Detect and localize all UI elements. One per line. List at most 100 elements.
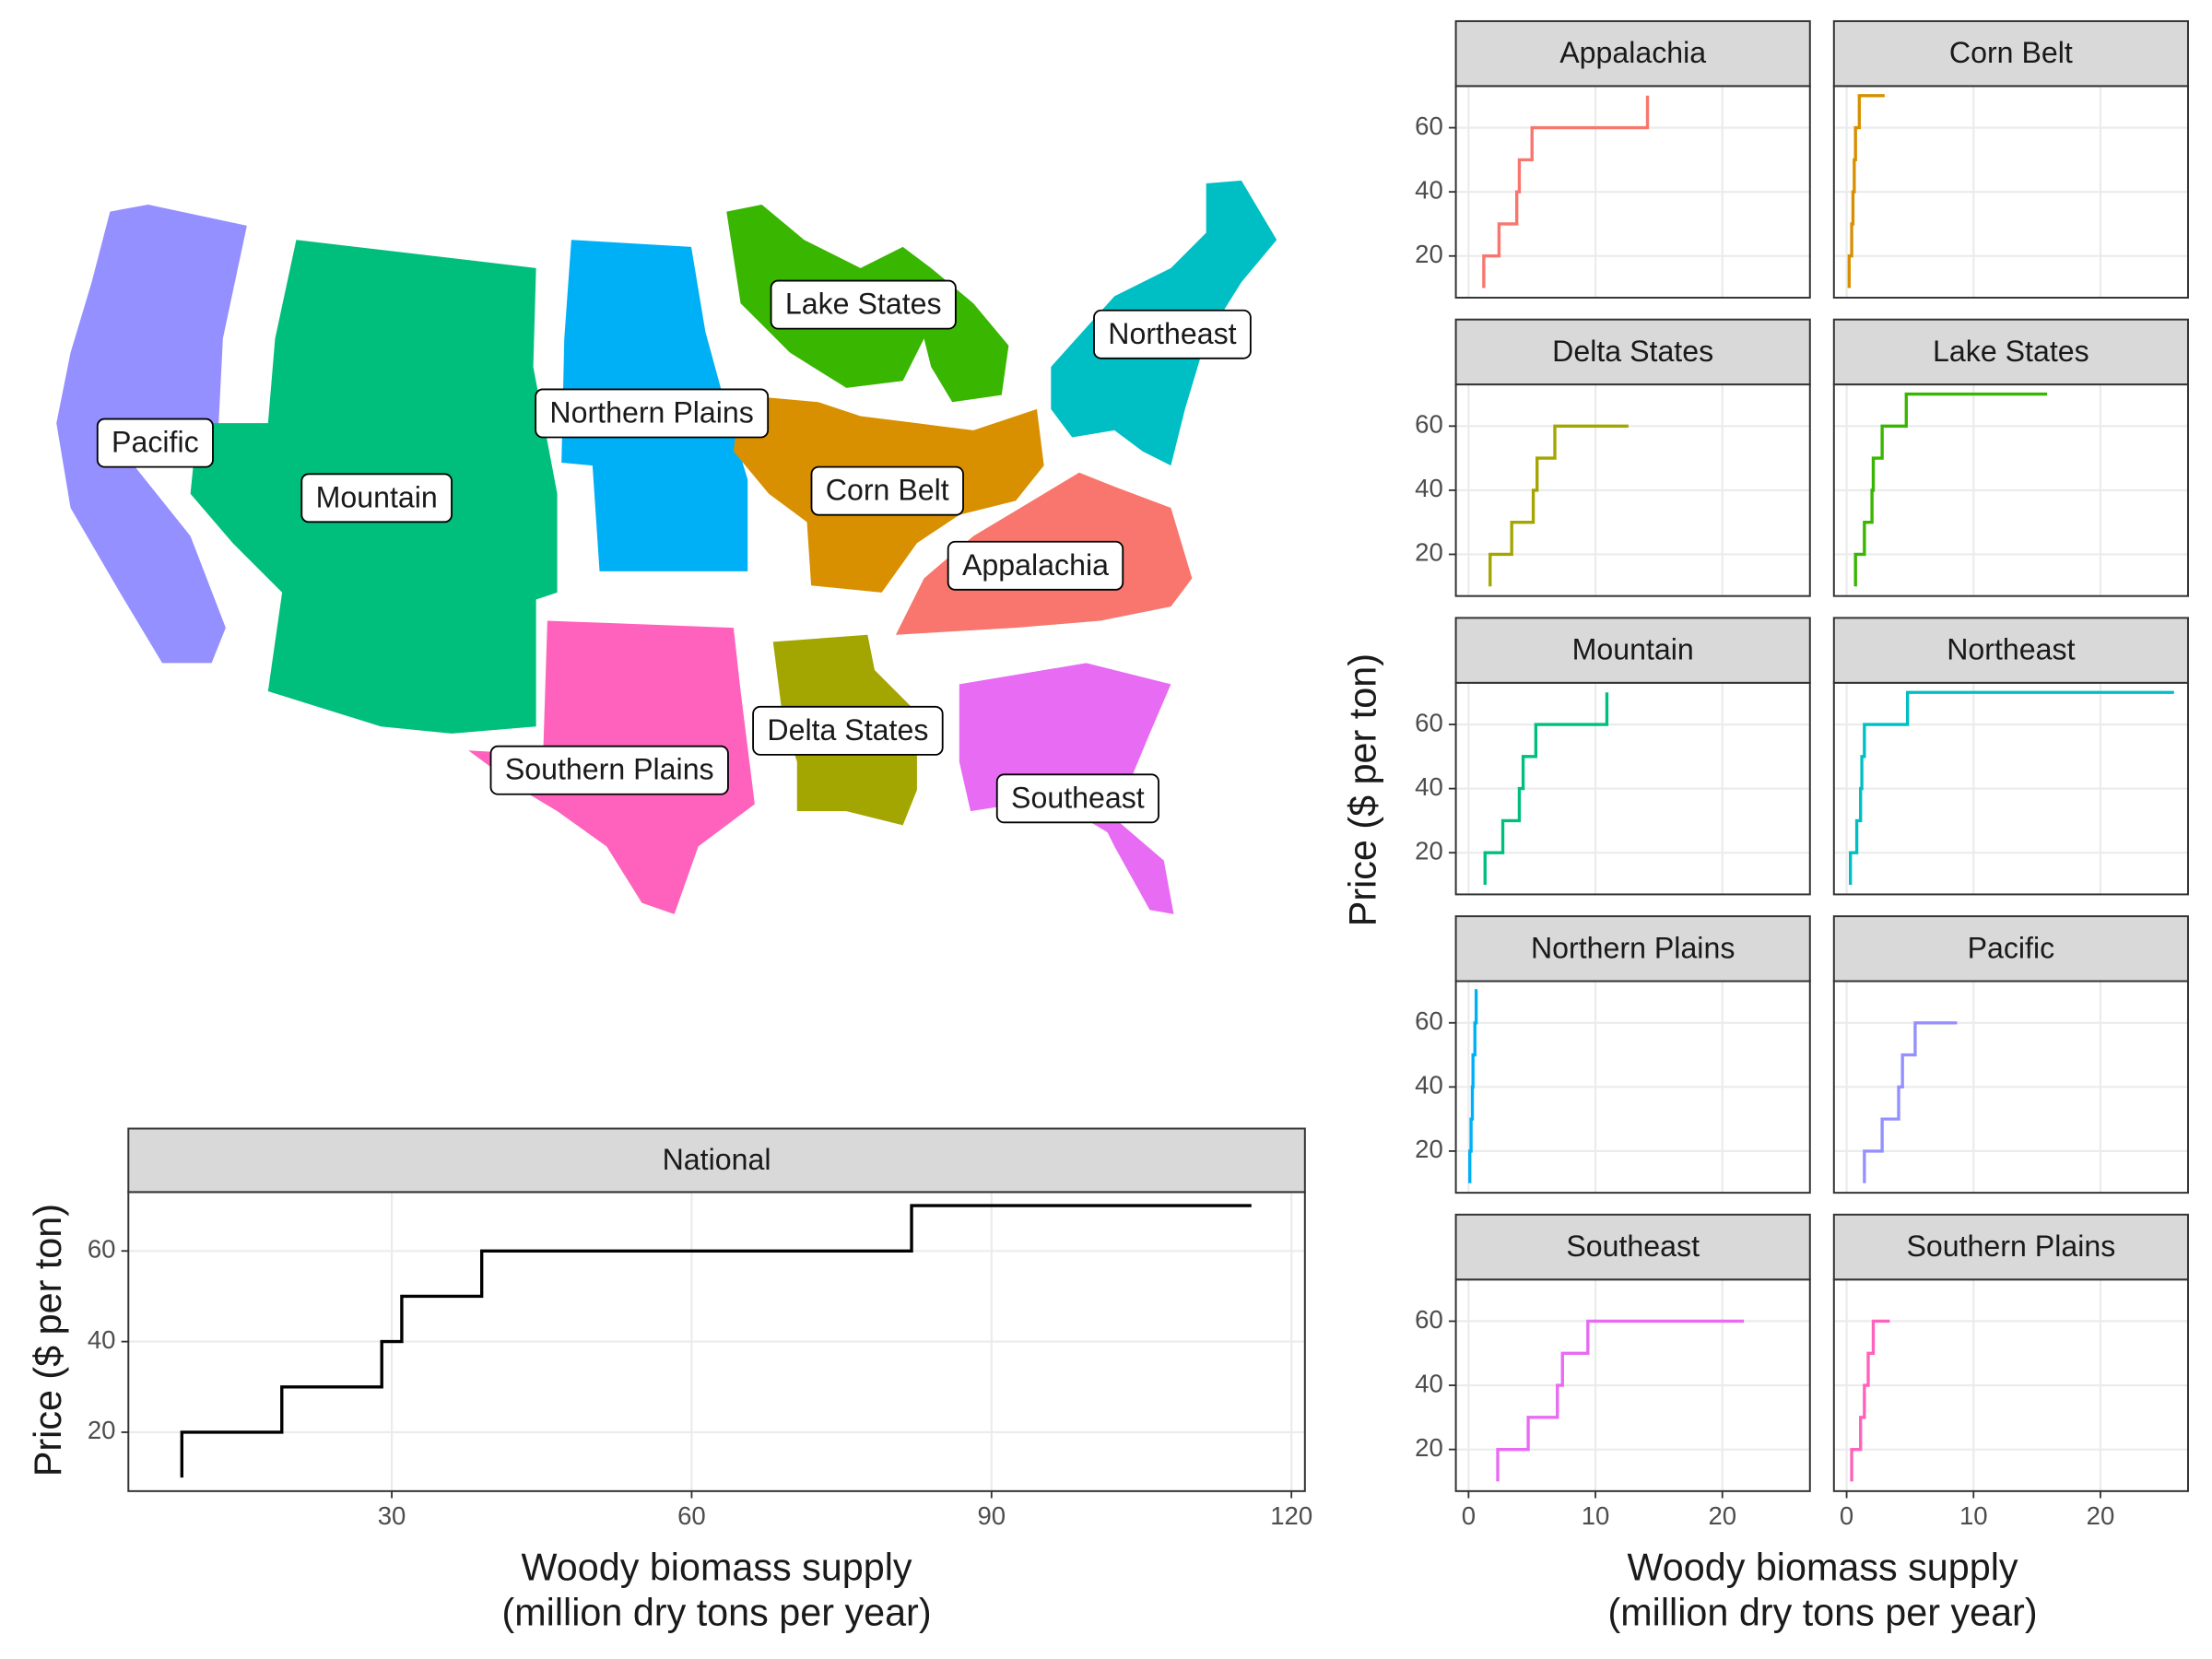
label-box — [1093, 309, 1252, 359]
y-tick-label: 60 — [1415, 1305, 1443, 1334]
region-name: Northeast — [1108, 317, 1236, 350]
region-label: Appalachia — [947, 540, 1124, 591]
label-box — [96, 418, 214, 468]
step-line — [1863, 1021, 1958, 1183]
strip — [1454, 318, 1811, 386]
strip-label: Northeast — [1947, 633, 2075, 666]
strip-label: Appalachia — [1559, 36, 1706, 69]
strip-label: Southeast — [1566, 1230, 1700, 1263]
region-label: Northern Plains — [535, 388, 770, 439]
step-line — [180, 1204, 1252, 1478]
label-box — [489, 745, 729, 795]
region-name: Corn Belt — [826, 474, 949, 507]
strip — [1454, 19, 1811, 88]
strip-label: National — [663, 1143, 771, 1176]
label-box — [300, 473, 453, 524]
step-line — [1850, 1319, 1890, 1482]
label-box — [995, 773, 1159, 824]
strip — [1832, 915, 2189, 982]
strip — [1454, 915, 1811, 982]
step-line — [1847, 94, 1885, 288]
strip — [1832, 617, 2189, 684]
region-label: Corn Belt — [810, 465, 964, 516]
region-name: Lake States — [785, 288, 942, 321]
x-tick-label: 0 — [1462, 1501, 1476, 1530]
label-box — [770, 279, 957, 330]
y-tick-label: 20 — [1415, 836, 1443, 865]
step-line — [1483, 692, 1609, 885]
strip-label: Northern Plains — [1531, 931, 1735, 964]
strip — [1454, 1213, 1811, 1281]
step-line — [1853, 392, 2048, 587]
y-tick-label: 60 — [1415, 112, 1443, 140]
x-axis-title: Woody biomass supply — [522, 1546, 912, 1588]
x-tick-label: 20 — [2087, 1501, 2115, 1530]
region-label: Delta States — [752, 705, 944, 756]
x-tick-label: 10 — [1582, 1501, 1610, 1530]
y-tick-label: 20 — [88, 1416, 116, 1444]
step-line — [1468, 989, 1478, 1183]
x-tick-label: 0 — [1840, 1501, 1853, 1530]
step-line — [1496, 1319, 1745, 1482]
x-tick-label: 30 — [378, 1501, 406, 1530]
region-label: Northeast — [1093, 309, 1252, 359]
y-tick-label: 40 — [1415, 474, 1443, 502]
y-tick-label: 20 — [1415, 1433, 1443, 1462]
region-name: Mountain — [316, 480, 438, 513]
region-label: Southern Plains — [489, 745, 729, 795]
label-box — [752, 705, 944, 756]
strip-label: Pacific — [1968, 931, 2055, 964]
y-tick-label: 20 — [1415, 1135, 1443, 1163]
y-tick-label: 60 — [1415, 410, 1443, 439]
strip — [1832, 1213, 2189, 1281]
y-tick-label: 20 — [1415, 240, 1443, 268]
y-tick-label: 40 — [1415, 175, 1443, 204]
strip-label: Delta States — [1552, 335, 1713, 368]
step-line — [1482, 95, 1650, 288]
region-name: Southern Plains — [505, 753, 714, 786]
strip — [127, 1127, 1306, 1194]
y-tick-label: 40 — [1415, 772, 1443, 801]
x-tick-label: 20 — [1708, 1501, 1736, 1530]
y-tick-label: 60 — [88, 1235, 116, 1264]
region-label: Pacific — [96, 418, 214, 468]
region-label: Lake States — [770, 279, 957, 330]
x-tick-label: 90 — [977, 1501, 1006, 1530]
strip-label: Lake States — [1933, 335, 2089, 368]
x-tick-label: 120 — [1270, 1501, 1312, 1530]
region-name: Appalachia — [962, 548, 1109, 582]
label-box — [535, 388, 770, 439]
region-name: Pacific — [112, 426, 199, 459]
y-axis-title: Price ($ per ton) — [1342, 653, 1384, 926]
region-name: Southeast — [1011, 781, 1145, 814]
y-tick-label: 60 — [1415, 708, 1443, 736]
x-axis-title: (million dry tons per year) — [1608, 1591, 2038, 1633]
y-tick-label: 20 — [1415, 538, 1443, 567]
y-tick-label: 40 — [88, 1325, 116, 1354]
strip — [1832, 318, 2189, 386]
x-tick-label: 10 — [1959, 1501, 1988, 1530]
map-labels: Pacific Mountain Northern Plains Lake State… — [96, 279, 1252, 824]
x-axis-title: (million dry tons per year) — [502, 1591, 932, 1633]
region-label: Mountain — [300, 473, 453, 524]
region-name: Delta States — [767, 713, 928, 747]
y-axis-title: Price ($ per ton) — [27, 1204, 69, 1477]
strip-label: Corn Belt — [1949, 36, 2073, 69]
region-name: Northern Plains — [549, 395, 753, 429]
strip-label: Mountain — [1572, 633, 1694, 666]
strip-label: Southern Plains — [1906, 1230, 2115, 1263]
x-axis-title: Woody biomass supply — [1628, 1546, 2018, 1588]
strip — [1454, 617, 1811, 684]
y-tick-label: 60 — [1415, 1006, 1443, 1035]
region-label: Southeast — [995, 773, 1159, 824]
label-box — [947, 540, 1124, 591]
strip — [1832, 19, 2189, 88]
step-line — [1849, 690, 2174, 885]
label-box — [810, 465, 964, 516]
y-tick-label: 40 — [1415, 1369, 1443, 1397]
y-tick-label: 40 — [1415, 1071, 1443, 1100]
x-tick-label: 60 — [677, 1501, 706, 1530]
step-line — [1488, 424, 1629, 587]
